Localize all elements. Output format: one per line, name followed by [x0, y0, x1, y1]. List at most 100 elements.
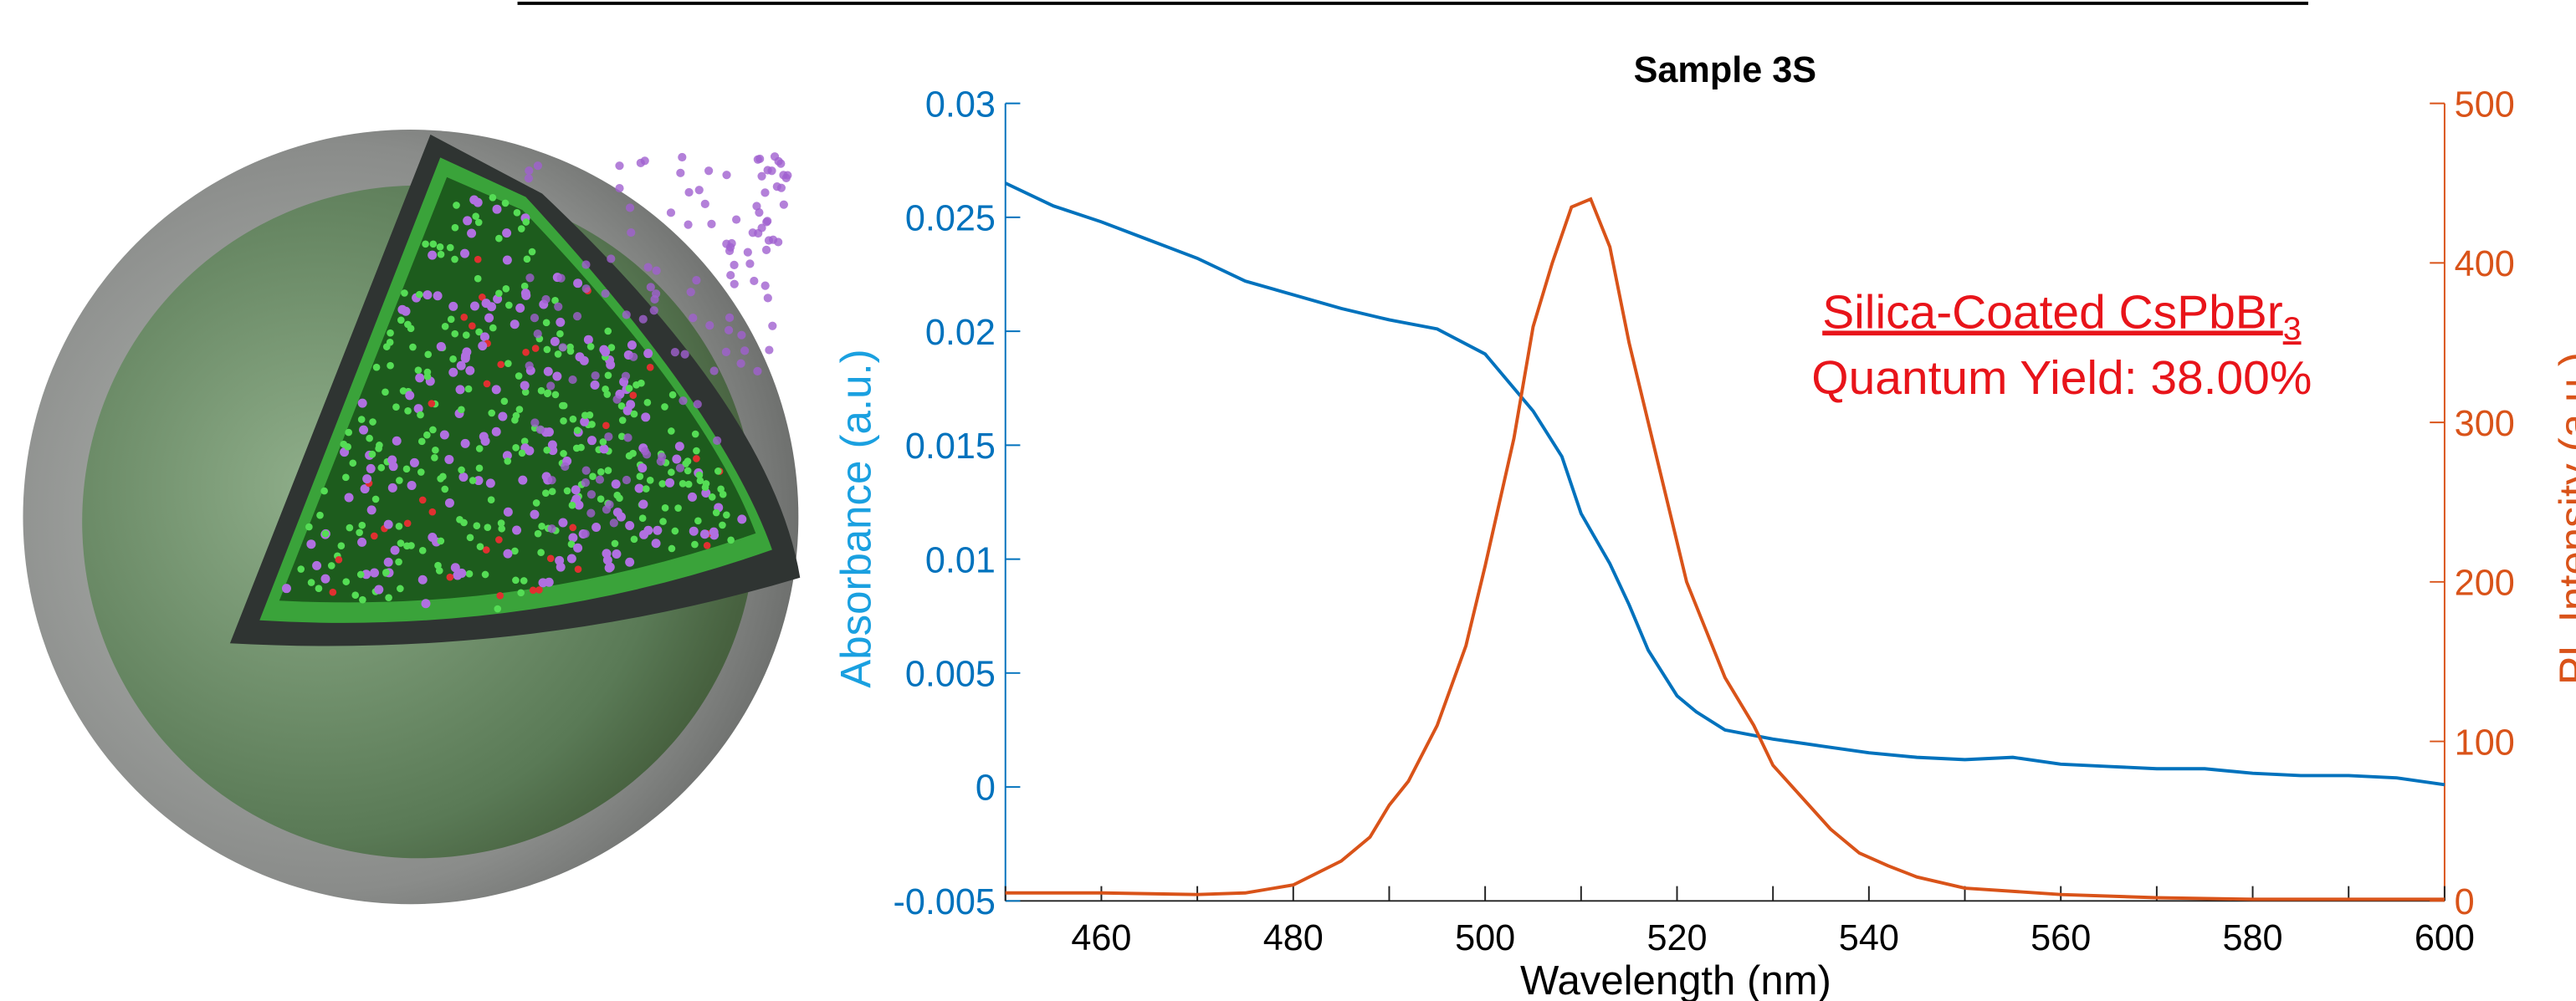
atom [498, 524, 506, 533]
atom [432, 446, 439, 454]
atom [550, 336, 560, 346]
atom [387, 329, 394, 337]
atom [530, 509, 540, 519]
atom [479, 432, 489, 442]
atom [485, 478, 495, 488]
atom [312, 560, 322, 570]
atom [616, 512, 626, 522]
y2-tick-label: 300 [2455, 404, 2515, 444]
atom [737, 330, 746, 340]
atom [599, 438, 607, 446]
atom [761, 245, 771, 254]
atom [436, 243, 444, 251]
atom [592, 522, 602, 532]
atom [638, 463, 648, 473]
atom [484, 523, 492, 531]
atom [678, 152, 687, 162]
atom [437, 250, 445, 258]
atom [421, 599, 431, 609]
x-tick-label: 580 [2223, 918, 2283, 958]
atom [529, 586, 537, 595]
atom [571, 485, 581, 495]
atom [429, 426, 437, 434]
atom [469, 477, 477, 484]
atom [761, 281, 770, 290]
atom [636, 472, 644, 480]
atom [458, 472, 469, 482]
atom [423, 368, 432, 376]
atom [456, 360, 466, 370]
atom [522, 218, 530, 226]
atom [783, 171, 792, 180]
atom [383, 519, 393, 529]
atom [652, 266, 661, 275]
atom [530, 418, 540, 427]
atom [415, 290, 423, 299]
atom [456, 515, 463, 523]
atom [546, 554, 555, 563]
atom [401, 289, 408, 297]
atom [603, 391, 612, 398]
atom [656, 457, 665, 466]
atom [558, 518, 568, 528]
atom [646, 283, 655, 292]
atom [439, 430, 449, 440]
series-line [1004, 181, 2445, 787]
atom [305, 523, 313, 531]
atom [320, 574, 330, 584]
atom [617, 402, 626, 410]
atom [643, 525, 653, 535]
atom [634, 483, 644, 493]
atom [460, 353, 470, 363]
atom [513, 208, 521, 217]
atom [581, 529, 590, 539]
atom [665, 478, 675, 488]
atom [418, 496, 427, 504]
y-tick-label: -0.005 [894, 882, 996, 922]
atom [611, 539, 619, 548]
atom [595, 475, 605, 484]
atom [402, 465, 411, 473]
atom [569, 415, 577, 423]
atom [483, 380, 491, 388]
atom [779, 200, 788, 209]
atom [370, 532, 378, 540]
atom [686, 288, 695, 297]
atom [618, 416, 627, 424]
atom [494, 605, 502, 613]
atom [488, 409, 496, 417]
atom [533, 161, 543, 171]
atom [492, 204, 502, 214]
atom [385, 594, 392, 601]
atom [616, 494, 623, 503]
x-tick-label: 500 [1455, 918, 1515, 958]
atom [495, 289, 503, 298]
x-tick-label: 560 [2031, 918, 2091, 958]
atom [362, 474, 372, 484]
atom [604, 432, 613, 442]
atom [453, 570, 463, 580]
atom [714, 467, 722, 475]
atom [460, 313, 469, 321]
atom [386, 339, 394, 346]
atom [764, 236, 774, 245]
atom [587, 436, 597, 446]
atom [602, 549, 612, 559]
atom [668, 427, 675, 435]
annotation-subscript: 3 [2283, 310, 2302, 347]
atom [525, 446, 535, 456]
atom [487, 302, 497, 312]
atom [725, 313, 735, 323]
y-axis-label: Absorbance (a.u.) [832, 349, 880, 687]
atom [604, 371, 612, 380]
atom [572, 312, 582, 321]
atom [538, 522, 545, 530]
atom [320, 487, 328, 495]
atom [757, 171, 766, 181]
atom [724, 325, 734, 335]
atom [446, 573, 454, 581]
atom [515, 303, 525, 313]
atom [597, 495, 605, 503]
atom [604, 327, 612, 335]
atom [475, 464, 484, 472]
